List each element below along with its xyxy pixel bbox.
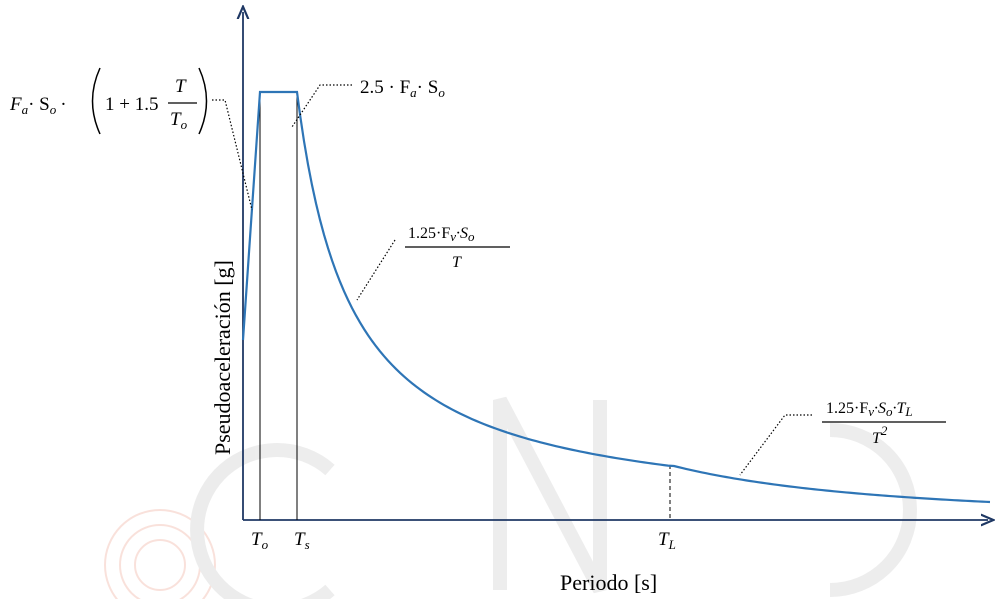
watermark [104,396,917,599]
text: ·T [893,400,907,417]
svg-text:1.25·Fv·So·TL: 1.25·Fv·So·TL [826,400,913,419]
ascending-formula: Fa· So · 1 + 1.5 T To [9,67,208,135]
text: T [294,529,306,550]
text: 2.5 · F [360,77,410,98]
text: o [468,229,475,244]
text: L [904,404,912,419]
text: o [50,102,57,117]
text: 1 + 1.5 [105,94,158,115]
text: 2 [881,423,888,438]
text: a [22,102,29,117]
velocity-formula: 1.25·Fv·So T [405,225,510,271]
text: o [262,537,269,552]
text: T [872,430,882,447]
leaders [212,84,812,476]
text: F [9,94,22,115]
text: a [410,85,417,100]
svg-text:T2: T2 [872,423,888,447]
text: ·S [874,400,886,417]
text: s [305,537,310,552]
text: L [668,537,676,552]
text: 1.25·F [826,400,868,417]
text: ·S [456,225,468,242]
text: T [452,254,462,271]
text: o [886,404,893,419]
displacement-formula: 1.25·Fv·So·TL T2 [822,400,946,447]
text: T [658,529,670,550]
text: v [450,229,456,244]
text: T [251,529,263,550]
text: o [181,117,188,132]
text: 1.25·F [408,225,450,242]
ts-label: Ts [294,529,310,552]
text: v [868,404,874,419]
to-label: To [251,529,269,552]
svg-text:1.25·Fv·So: 1.25·Fv·So [408,225,475,244]
spectrum-curve [241,90,991,504]
x-axis-label: Periodo [s] [560,570,657,595]
text: · [60,94,66,115]
text: T [170,109,182,130]
tl-label: TL [658,529,676,552]
text: o [438,85,445,100]
svg-text:Fa· So·: Fa· So · [9,94,67,117]
svg-text:To: To [170,109,188,132]
y-axis-label: Pseudoaceleración [g] [210,260,235,455]
text: T [175,76,187,97]
text: · S [28,94,50,115]
text: · S [417,77,439,98]
plateau-formula: 2.5 · Fa· So [360,77,445,100]
